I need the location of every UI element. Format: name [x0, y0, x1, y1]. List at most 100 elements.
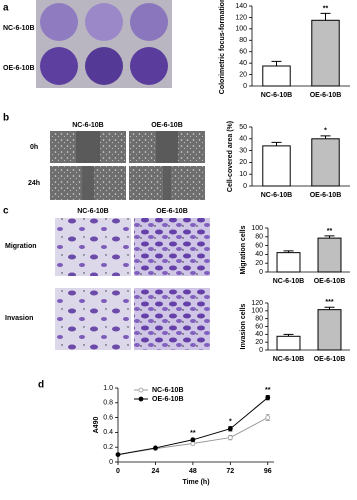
plate-label: OE-6-10B: [3, 65, 35, 72]
x-tick-label: 72: [226, 468, 234, 475]
x-tick-label: 48: [189, 468, 197, 475]
x-tick-label: NC-6-10B: [261, 92, 293, 99]
panel-label: c: [3, 206, 9, 217]
row-label: 0h: [30, 144, 38, 151]
point: [227, 426, 233, 432]
x-tick-label: 24: [152, 468, 160, 475]
y-tick-label: 1.0: [103, 385, 113, 392]
row-label: 24h: [28, 180, 40, 187]
column-header: NC-6-10B: [72, 122, 104, 129]
series-line: [117, 397, 269, 456]
error-bar: [283, 250, 294, 253]
column-header: OE-6-10B: [156, 208, 188, 215]
bar: [262, 145, 291, 187]
y-tick-label: 80: [255, 234, 263, 241]
significance: *: [324, 128, 327, 135]
error-bar: [271, 141, 282, 146]
row-label: Migration: [5, 243, 37, 250]
x-tick-label: NC-6-10B: [261, 192, 293, 199]
legend-marker: [138, 387, 144, 393]
row-label: Invasion: [5, 315, 33, 322]
x-tick-label: OE-6-10B: [310, 192, 342, 199]
y-tick-label: 120: [251, 300, 263, 307]
y-tick-label: 60: [239, 49, 247, 56]
bar: [276, 335, 301, 351]
column-header: NC-6-10B: [77, 208, 109, 215]
error-bar: [320, 135, 331, 139]
y-tick-label: 40: [255, 251, 263, 258]
bar: [317, 309, 342, 351]
x-tick-label: 0: [116, 468, 120, 475]
y-tick-label: 20: [239, 159, 247, 166]
x-tick-label: NC-6-10B: [273, 356, 305, 363]
error-bar: [271, 60, 282, 66]
transwell-photos: [55, 218, 210, 350]
y-tick-label: 0.4: [103, 429, 113, 436]
x-tick-label: OE-6-10B: [310, 92, 342, 99]
y-tick-label: 0: [243, 183, 247, 190]
y-tick-label: 40: [255, 331, 263, 338]
y-axis-label: A490: [93, 417, 100, 434]
plate-photo: [36, 0, 172, 88]
y-tick-label: 100: [251, 225, 263, 232]
significance: ***: [325, 299, 333, 306]
significance: **: [327, 228, 333, 235]
y-tick-label: 0: [259, 347, 263, 354]
y-tick-label: 40: [239, 136, 247, 143]
y-tick-label: 40: [239, 60, 247, 67]
y-tick-label: 80: [255, 316, 263, 323]
y-axis-label: Colorimetric focus-formation: [219, 0, 226, 94]
y-tick-label: 120: [235, 14, 247, 21]
point: [265, 395, 271, 401]
y-tick-label: 20: [255, 260, 263, 267]
wound-photos: [50, 131, 205, 200]
significance: **: [265, 387, 271, 394]
point: [115, 452, 121, 458]
y-tick-label: 0.6: [103, 414, 113, 421]
significance: *: [229, 418, 232, 425]
y-tick-label: 50: [239, 124, 247, 131]
y-tick-label: 20: [239, 71, 247, 78]
bar: [311, 138, 340, 187]
y-tick-label: 0.8: [103, 400, 113, 407]
bar: [276, 252, 301, 273]
point: [227, 435, 233, 440]
x-tick-label: OE-6-10B: [314, 278, 346, 285]
panel-label: a: [3, 3, 9, 14]
y-tick-label: 10: [239, 171, 247, 178]
y-tick-label: 0: [243, 83, 247, 90]
y-tick-label: 100: [235, 26, 247, 33]
y-tick-label: 60: [255, 242, 263, 249]
y-tick-label: 100: [251, 308, 263, 315]
y-tick-label: 140: [235, 3, 247, 10]
point: [265, 415, 271, 421]
panel-label: b: [3, 113, 9, 124]
legend-label: NC-6-10B: [152, 387, 184, 394]
legend-label: OE-6-10B: [152, 396, 184, 403]
error-bar: [324, 306, 335, 310]
y-axis-label: Migration cells: [240, 225, 247, 274]
y-tick-label: 30: [239, 147, 247, 154]
plate-label: NC-6-10B: [3, 25, 35, 32]
point: [153, 445, 158, 451]
error-bar: [324, 235, 335, 239]
bar: [262, 65, 291, 87]
point: [190, 437, 196, 443]
column-header: OE-6-10B: [151, 122, 183, 129]
panel-label: d: [38, 380, 44, 391]
y-axis-label: Cell-covered area (%): [227, 121, 234, 192]
y-axis-label: Invasion cells: [240, 303, 247, 349]
y-tick-label: 0: [259, 269, 263, 276]
significance: **: [323, 5, 329, 12]
y-tick-label: 0: [109, 459, 113, 466]
y-tick-label: 0.2: [103, 444, 113, 451]
error-bar: [283, 333, 294, 337]
significance: **: [190, 430, 196, 437]
x-tick-label: NC-6-10B: [273, 278, 305, 285]
y-tick-label: 60: [255, 323, 263, 330]
bar: [311, 19, 340, 87]
y-tick-label: 20: [255, 339, 263, 346]
y-tick-label: 80: [239, 37, 247, 44]
legend-marker: [138, 396, 144, 402]
